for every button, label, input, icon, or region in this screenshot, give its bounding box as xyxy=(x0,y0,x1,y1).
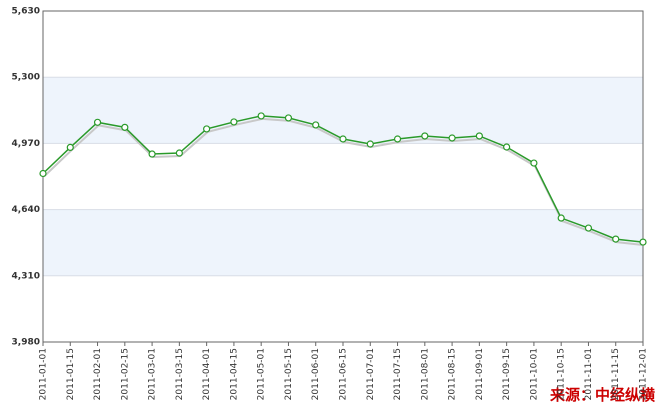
x-tick-label: 2011-01-01 xyxy=(39,348,49,400)
x-tick-label: 2011-11-01 xyxy=(584,348,594,400)
point xyxy=(203,125,211,133)
x-tick-label: 2011-02-15 xyxy=(120,348,130,400)
x-tick-label: 2011-05-15 xyxy=(284,348,294,400)
x-tick-label: 2011-08-01 xyxy=(420,348,430,400)
grid-band xyxy=(43,209,643,276)
y-tick-label: 4,310 xyxy=(12,271,40,281)
x-tick-label: 2011-01-15 xyxy=(66,348,76,400)
x-tick-label: 2011-02-01 xyxy=(93,348,103,400)
y-tick-label: 5,630 xyxy=(12,7,40,17)
point xyxy=(639,238,647,246)
point xyxy=(366,140,374,148)
point xyxy=(421,132,429,140)
x-tick-label: 2011-09-01 xyxy=(475,348,485,400)
x-tick-label: 2011-07-15 xyxy=(393,348,403,400)
x-tick-label: 2011-04-15 xyxy=(229,348,239,400)
point xyxy=(530,159,538,167)
x-tick-label: 2011-07-01 xyxy=(366,348,376,400)
x-tick-label: 2011-05-01 xyxy=(257,348,267,400)
point xyxy=(339,135,347,143)
y-tick-label: 3,980 xyxy=(12,338,40,348)
x-tick-label: 2011-04-01 xyxy=(202,348,212,400)
point xyxy=(175,149,183,157)
x-tick-label: 2011-06-15 xyxy=(339,348,349,400)
y-tick-label: 4,640 xyxy=(12,205,40,215)
x-tick-label: 2011-03-15 xyxy=(175,348,185,400)
x-tick-label: 2011-10-15 xyxy=(557,348,567,400)
point xyxy=(448,134,456,142)
x-tick-label: 2011-08-15 xyxy=(448,348,458,400)
point xyxy=(39,169,47,178)
point xyxy=(503,143,511,151)
y-tick-label: 4,970 xyxy=(12,139,40,149)
point xyxy=(557,214,565,222)
point xyxy=(393,135,402,143)
x-tick-label: 2011-10-01 xyxy=(529,348,539,400)
x-tick-label: 2011-11-15 xyxy=(611,348,621,400)
x-tick-label: 2011-03-01 xyxy=(148,348,158,400)
plot-area xyxy=(43,11,643,342)
source-note: 来源：中经纵横 xyxy=(549,386,656,404)
point xyxy=(121,123,129,131)
grid-band xyxy=(43,77,643,144)
y-tick-label: 5,300 xyxy=(12,73,40,83)
point xyxy=(475,132,483,140)
point xyxy=(284,114,293,122)
x-tick-label: 2011-09-15 xyxy=(502,348,512,400)
x-tick-label: 2011-06-01 xyxy=(311,348,321,400)
point xyxy=(312,121,320,129)
point xyxy=(230,118,238,126)
x-tick-label: 2011-12-01 xyxy=(639,348,649,400)
point xyxy=(93,118,102,126)
point xyxy=(257,112,265,120)
point xyxy=(612,235,620,243)
point xyxy=(66,143,74,152)
point xyxy=(584,224,593,232)
point xyxy=(148,150,156,158)
